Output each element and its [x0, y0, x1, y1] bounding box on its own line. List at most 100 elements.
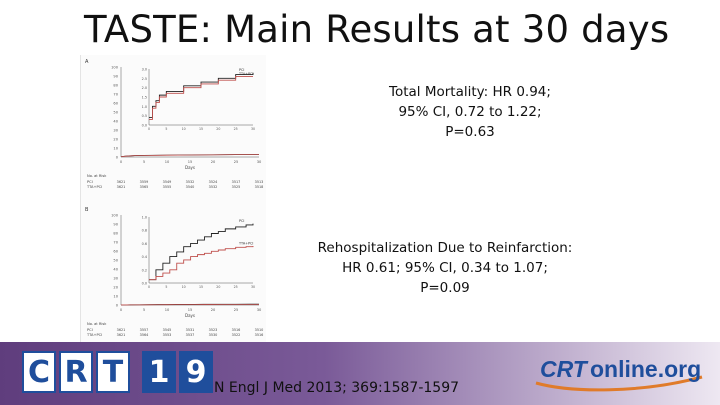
inset-y-tick-label: 0.0 [142, 282, 147, 286]
main-y-tick-label: 60 [113, 250, 118, 254]
series-end-label: TTA+PCI [238, 72, 253, 76]
x-tick-label: 25 [234, 160, 239, 164]
mortality-line-2: 95% CI, 0.72 to 1.22; [398, 104, 542, 120]
risk-cell: 3524 [209, 180, 218, 184]
main-y-tick-label: 90 [113, 223, 118, 227]
inset-x-tick-label: 25 [234, 127, 238, 131]
risk-cell: 3518 [255, 185, 264, 189]
inset-y-tick-label: 2.0 [142, 86, 147, 90]
rehospitalization-result: Rehospitalization Due to Reinfarction: H… [300, 238, 590, 298]
risk-cell: 3532 [186, 180, 195, 184]
inset-series-line-1 [149, 246, 254, 281]
inset-x-tick-label: 30 [251, 127, 255, 131]
inset-x-tick-label: 25 [234, 285, 238, 289]
x-tick-label: 20 [211, 308, 216, 312]
x-tick-label: 10 [165, 160, 170, 164]
inset-x-tick-label: 0 [148, 285, 150, 289]
risk-cell: 3549 [163, 180, 172, 184]
inset-y-tick-label: 0.6 [142, 242, 147, 246]
slide-title: TASTE: Main Results at 30 days [84, 8, 670, 51]
mortality-line-3: P=0.63 [445, 124, 495, 140]
risk-cell: 3530 [209, 333, 218, 337]
risk-cell: 3555 [163, 185, 172, 189]
main-y-tick-label: 70 [113, 93, 118, 97]
x-tick-label: 20 [211, 160, 216, 164]
inset-x-tick-label: 30 [251, 285, 255, 289]
x-tick-label: 10 [165, 308, 170, 312]
risk-cell: 3553 [163, 333, 172, 337]
risk-cell: 3564 [140, 333, 149, 337]
risk-cell: 3522 [232, 333, 241, 337]
risk-cell: 3513 [255, 180, 264, 184]
main-y-tick-label: 40 [113, 120, 118, 124]
main-y-tick-label: 20 [113, 286, 118, 290]
inset-x-tick-label: 0 [148, 127, 150, 131]
x-axis-label: Days [185, 313, 195, 318]
main-y-tick-label: 60 [113, 102, 118, 106]
rehosp-line-3: P=0.09 [420, 280, 470, 296]
risk-cell: 3621 [117, 328, 126, 332]
risk-cell: 3621 [117, 180, 126, 184]
inset-y-tick-label: 3.0 [142, 68, 147, 72]
inset-y-tick-label: 0.4 [142, 255, 147, 259]
x-axis-label: Days [185, 165, 195, 170]
risk-cell: 3516 [255, 333, 264, 337]
inset-x-tick-label: 20 [216, 285, 220, 289]
panel-letter: A [85, 59, 89, 65]
main-y-tick-label: 80 [113, 84, 118, 88]
risk-cell: 3559 [140, 180, 149, 184]
km-figure: A 0 10 20 30 40 50 60 70 80 90 100 0 5 10 15 20 25 30 Days 0… [80, 55, 266, 348]
inset-x-tick-label: 10 [182, 285, 186, 289]
inset-y-tick-label: 0.5 [142, 114, 147, 118]
inset-y-tick-label: 2.5 [142, 77, 147, 81]
main-y-tick-label: 20 [113, 138, 118, 142]
inset-x-tick-label: 15 [199, 127, 203, 131]
inset-x-tick-label: 20 [216, 127, 220, 131]
main-y-tick-label: 30 [113, 129, 118, 133]
main-y-tick-label: 40 [113, 268, 118, 272]
series-end-label: PCI [239, 68, 244, 72]
risk-cell: 3531 [186, 328, 195, 332]
risk-table-header: No. at Risk [87, 174, 107, 178]
risk-row-name: TTA+PCI [86, 333, 102, 337]
main-y-tick-label: 80 [113, 232, 118, 236]
inset-y-tick-label: 1.0 [142, 216, 147, 220]
risk-row-name: PCI [87, 328, 93, 332]
series-end-label: TTA+PCI [238, 242, 253, 246]
crt-logo-digit: 9 [179, 351, 213, 393]
main-y-tick-label: 100 [111, 66, 119, 70]
risk-cell: 3621 [117, 333, 126, 337]
inset-x-tick-label: 5 [165, 285, 167, 289]
series-end-label: PCI [239, 219, 244, 223]
main-y-tick-label: 100 [111, 214, 119, 218]
x-tick-label: 25 [234, 308, 239, 312]
x-tick-label: 0 [120, 160, 123, 164]
main-y-tick-label: 50 [113, 111, 118, 115]
risk-row-name: PCI [87, 180, 93, 184]
inset-series-line-0 [149, 72, 254, 118]
x-tick-label: 5 [143, 308, 145, 312]
risk-cell: 3523 [209, 328, 218, 332]
crtonline-logo-text: online.org [590, 356, 702, 382]
inset-y-tick-label: 0.2 [142, 268, 147, 272]
risk-cell: 3510 [255, 328, 264, 332]
crt-logo-letter: C [22, 351, 56, 393]
crt-logo-digit: 1 [142, 351, 176, 393]
crtonline-logo-crt: CRT [540, 356, 587, 382]
inset-y-tick-label: 1.5 [142, 96, 147, 100]
x-tick-label: 15 [188, 308, 193, 312]
crt-logo-letter: T [96, 351, 130, 393]
x-tick-label: 15 [188, 160, 193, 164]
risk-cell: 3537 [186, 333, 195, 337]
x-tick-label: 30 [257, 160, 262, 164]
main-series-line-1 [120, 154, 259, 158]
inset-y-tick-label: 0.8 [142, 229, 147, 233]
main-y-tick-label: 30 [113, 277, 118, 281]
inset-x-tick-label: 5 [165, 127, 167, 131]
inset-x-tick-label: 10 [182, 127, 186, 131]
inset-x-tick-label: 15 [199, 285, 203, 289]
inset-y-tick-label: 0.0 [142, 124, 147, 128]
crtonline-swoosh-icon [535, 375, 703, 392]
risk-cell: 3532 [209, 185, 218, 189]
